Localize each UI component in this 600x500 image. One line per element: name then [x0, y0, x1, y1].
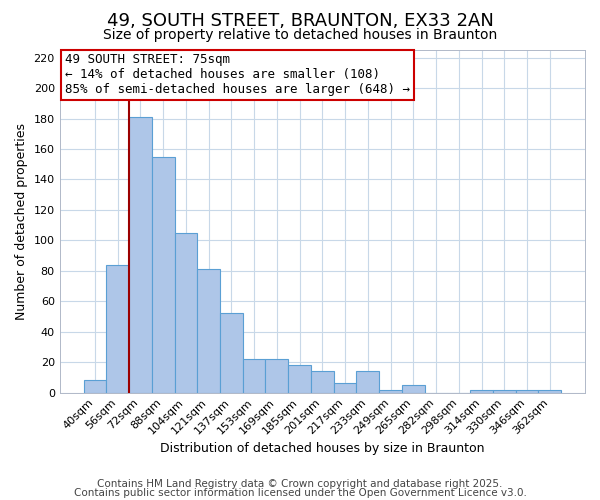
Bar: [152, 156, 175, 392]
Bar: [493, 390, 515, 392]
Bar: [106, 264, 129, 392]
Bar: [243, 359, 265, 392]
Text: Size of property relative to detached houses in Braunton: Size of property relative to detached ho…: [103, 28, 497, 42]
Text: 49, SOUTH STREET, BRAUNTON, EX33 2AN: 49, SOUTH STREET, BRAUNTON, EX33 2AN: [107, 12, 493, 30]
Text: Contains public sector information licensed under the Open Government Licence v3: Contains public sector information licen…: [74, 488, 526, 498]
Bar: [470, 390, 493, 392]
Bar: [197, 270, 220, 392]
Bar: [129, 117, 152, 392]
Bar: [379, 390, 402, 392]
Bar: [311, 372, 334, 392]
Bar: [515, 390, 538, 392]
Bar: [83, 380, 106, 392]
Bar: [334, 384, 356, 392]
Bar: [402, 385, 425, 392]
Bar: [288, 365, 311, 392]
Bar: [220, 314, 243, 392]
Bar: [538, 390, 561, 392]
X-axis label: Distribution of detached houses by size in Braunton: Distribution of detached houses by size …: [160, 442, 485, 455]
Bar: [175, 232, 197, 392]
Text: Contains HM Land Registry data © Crown copyright and database right 2025.: Contains HM Land Registry data © Crown c…: [97, 479, 503, 489]
Text: 49 SOUTH STREET: 75sqm
← 14% of detached houses are smaller (108)
85% of semi-de: 49 SOUTH STREET: 75sqm ← 14% of detached…: [65, 54, 410, 96]
Y-axis label: Number of detached properties: Number of detached properties: [15, 123, 28, 320]
Bar: [265, 359, 288, 392]
Bar: [356, 372, 379, 392]
